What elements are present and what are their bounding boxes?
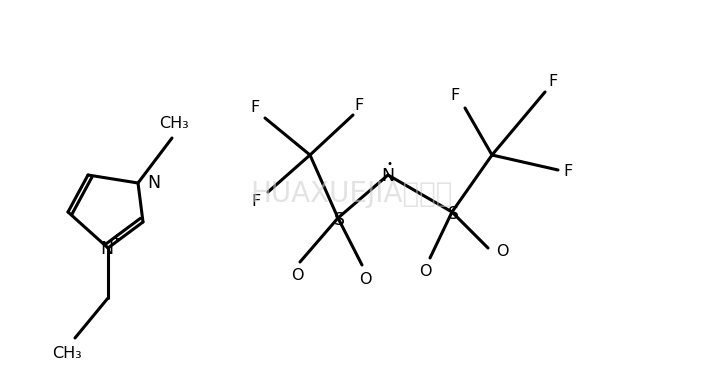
Text: CH₃: CH₃ bbox=[52, 346, 82, 362]
Text: F: F bbox=[563, 165, 573, 180]
Text: •: • bbox=[387, 159, 393, 169]
Text: S: S bbox=[333, 211, 344, 229]
Text: HUAXUEJIA化学库: HUAXUEJIA化学库 bbox=[250, 180, 453, 208]
Text: N: N bbox=[382, 167, 394, 185]
Text: CH₃: CH₃ bbox=[159, 116, 189, 132]
Text: O: O bbox=[419, 265, 431, 279]
Text: F: F bbox=[548, 74, 557, 90]
Text: +: + bbox=[110, 232, 122, 246]
Text: N: N bbox=[147, 174, 160, 192]
Text: F: F bbox=[252, 194, 261, 208]
Text: F: F bbox=[250, 100, 259, 116]
Text: N: N bbox=[101, 240, 114, 258]
Text: S: S bbox=[448, 205, 458, 223]
Text: O: O bbox=[496, 244, 508, 260]
Text: O: O bbox=[291, 268, 303, 284]
Text: F: F bbox=[354, 97, 363, 113]
Text: F: F bbox=[451, 88, 460, 104]
Text: O: O bbox=[359, 272, 371, 286]
